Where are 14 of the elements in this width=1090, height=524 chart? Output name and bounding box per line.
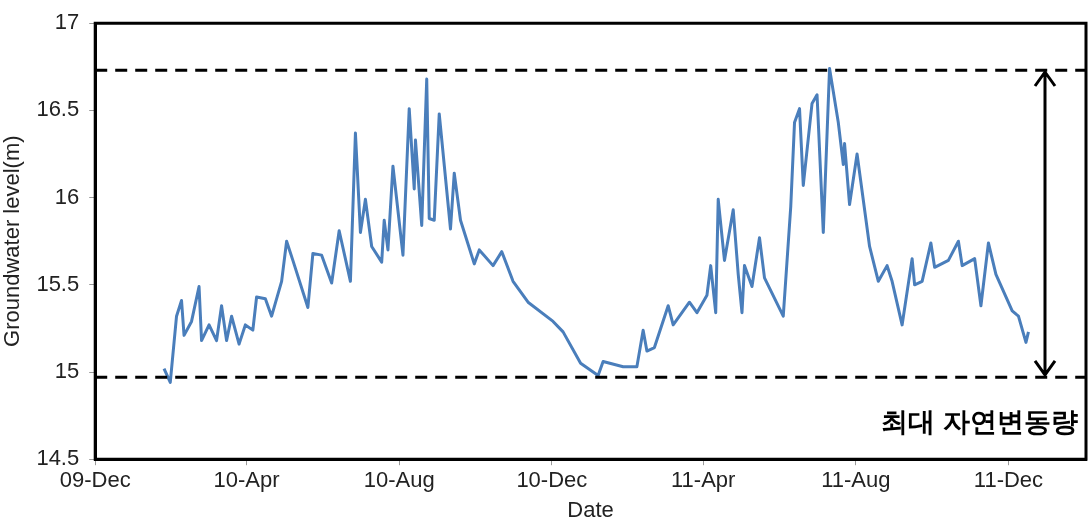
x-axis-title: Date [567, 496, 614, 522]
y-tick-label: 15.5 [36, 270, 80, 296]
y-tick-label: 15 [54, 358, 80, 384]
y-tick-label: 16 [54, 183, 80, 209]
y-axis-title: Groundwater level(m) [0, 135, 25, 347]
x-tick-label: 10-Aug [363, 467, 435, 493]
x-tick-label: 10-Apr [213, 467, 280, 493]
x-tick-label: 11-Apr [670, 467, 736, 493]
x-tick-label: 10-Dec [516, 467, 588, 493]
y-tick-label: 16.5 [36, 96, 80, 122]
annotation: 최대 자연변동량 [881, 406, 1078, 437]
x-tick-label: 11-Dec [973, 467, 1044, 493]
y-tick-label: 17 [54, 9, 80, 35]
x-tick-label: 11-Aug [821, 467, 891, 493]
